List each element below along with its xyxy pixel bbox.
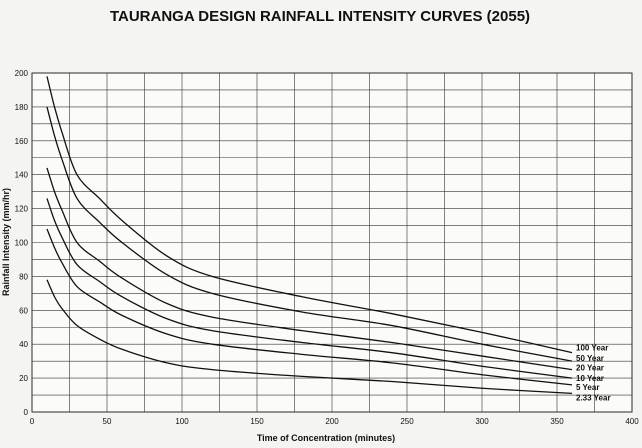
- chart-title: TAURANGA DESIGN RAINFALL INTENSITY CURVE…: [110, 8, 530, 25]
- y-tick-label: 200: [15, 69, 29, 78]
- x-tick-label: 200: [325, 417, 339, 426]
- series-group: [46, 76, 573, 395]
- y-tick-label: 80: [19, 272, 28, 281]
- y-tick-label: 40: [19, 340, 28, 349]
- series-line-50-year: [46, 106, 573, 362]
- x-tick-label: 100: [175, 417, 189, 426]
- series-line-20-year: [46, 167, 573, 371]
- y-tick-label: 100: [15, 239, 29, 248]
- series-label: 50 Year: [576, 354, 604, 363]
- x-tick-label: 0: [30, 417, 35, 426]
- x-tick-label: 400: [625, 417, 639, 426]
- y-axis-label: Rainfall Intensity (mm/hr): [1, 188, 11, 296]
- series-label: 2.33 Year: [576, 393, 611, 402]
- series-label: 5 Year: [576, 383, 599, 392]
- y-tick-label: 60: [19, 306, 28, 315]
- series-label: 100 Year: [576, 344, 608, 353]
- y-tick-label: 0: [24, 408, 29, 417]
- x-tick-label: 250: [400, 417, 414, 426]
- x-axis-label: Time of Concentration (minutes): [257, 433, 395, 443]
- x-tick-label: 350: [550, 417, 564, 426]
- x-tick-label: 300: [475, 417, 489, 426]
- x-tick-label: 150: [250, 417, 264, 426]
- grid: [31, 72, 633, 413]
- y-tick-label: 120: [15, 205, 29, 214]
- series-line-5-year: [46, 228, 573, 386]
- series-label: 10 Year: [576, 374, 604, 383]
- axis-ticks: 0 50 100 150 200 250 300 350 400 0 20 40 60 80 100 120 1…: [15, 69, 640, 426]
- y-tick-label: 160: [15, 137, 29, 146]
- series-line-100-year: [46, 76, 573, 354]
- series-label: 20 Year: [576, 364, 604, 373]
- y-tick-label: 180: [15, 103, 29, 112]
- x-tick-label: 50: [103, 417, 112, 426]
- y-tick-label: 140: [15, 171, 29, 180]
- series-line-2-33-year: [46, 279, 573, 395]
- series-line-10-year: [46, 198, 573, 379]
- y-tick-label: 20: [19, 374, 28, 383]
